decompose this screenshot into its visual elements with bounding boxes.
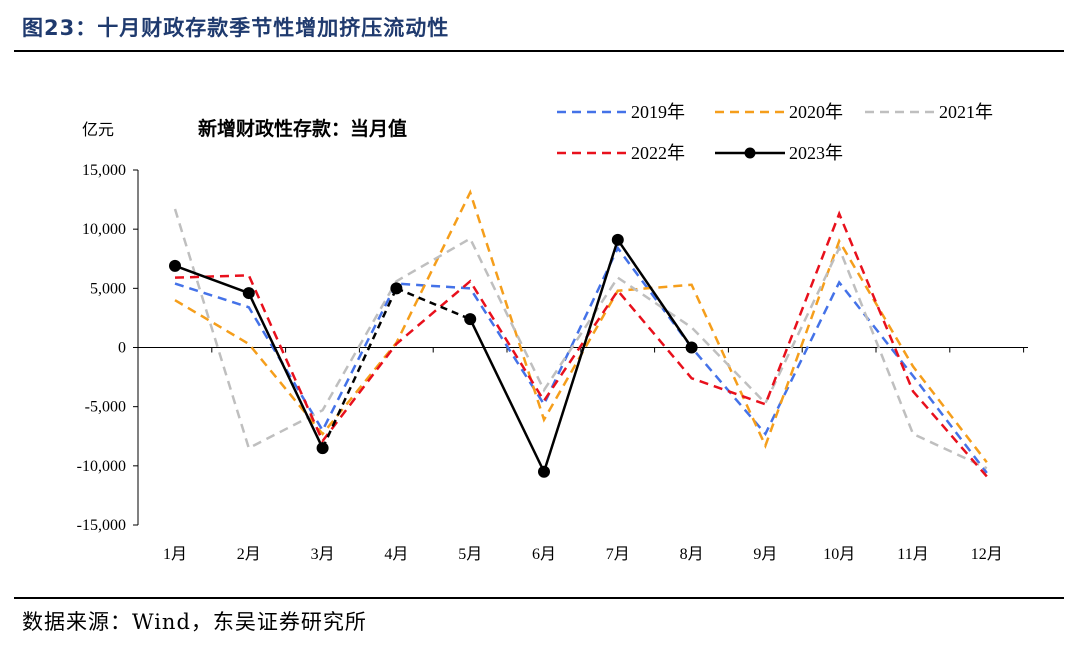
plot-area: 15,000 10,000 5,000 0 -5,000 -10,000 -15,000 1月… [77,162,1028,563]
source-note: 数据来源：Wind，东吴证券研究所 [22,610,367,634]
x-tick-label: 6月 [532,546,556,563]
x-tick-label: 3月 [311,546,335,563]
y-tick-label: -10,000 [77,458,126,475]
legend-label: 2022年 [631,143,685,163]
x-tick-label: 7月 [606,546,630,563]
top-rule [14,50,1064,52]
bottom-rule [14,597,1064,599]
series-marker-2023 [611,233,624,246]
series-line-0 [174,245,988,474]
series-marker-2023 [242,287,255,300]
x-tick-label: 11月 [897,546,928,563]
y-tick-label: 15,000 [82,162,126,179]
x-tick-label: 10月 [823,546,855,563]
y-tick-label: 5,000 [90,280,126,297]
figure-header: 图23：十月财政存款季节性增加挤压流动性 [0,0,1076,52]
legend: 2019年 2020年 2021年 2022年 2023年 [557,102,993,163]
series-segment-2023 [174,264,250,295]
series-segment-2023 [247,292,324,449]
series-line-2 [173,208,988,470]
series-segment-2023 [321,287,398,449]
series-marker-2023 [685,341,698,354]
y-tick-label: -5,000 [85,399,126,416]
line-chart: 15,000 10,000 5,000 0 -5,000 -10,000 -15,000 1月… [77,102,1028,563]
x-tick-label: 5月 [458,546,482,563]
y-tick-label: 10,000 [82,221,126,238]
y-tick-label: 0 [118,340,126,357]
legend-label: 2023年 [789,143,843,163]
series-segment-2023 [395,287,471,321]
legend-label: 2019年 [631,102,685,122]
series-line-3 [174,210,988,478]
series-marker-2023 [169,259,181,272]
chart-title: 新增财政性存款：当月值 [198,117,407,140]
y-tick-label: -15,000 [77,517,126,534]
x-tick-label: 8月 [680,546,704,563]
x-tick-label: 12月 [971,546,1003,563]
series-layer [169,189,988,478]
series-marker-2023 [316,442,329,455]
legend-label: 2020年 [789,102,843,122]
series-marker-2023 [538,465,550,478]
series-segment-2023 [616,239,693,349]
series-marker-2023 [464,313,477,326]
series-marker-2023 [390,282,403,295]
figure-title: 图23：十月财政存款季节性增加挤压流动性 [22,16,450,40]
legend-marker [744,147,756,159]
y-axis-unit: 亿元 [82,120,114,139]
series-segment-2023 [542,239,619,473]
x-tick-label: 4月 [384,546,408,563]
x-tick-label: 9月 [753,546,777,563]
x-tick-label: 2月 [237,546,261,563]
series-segment-2023 [469,318,546,473]
x-tick-label: 1月 [163,546,187,563]
legend-label: 2021年 [939,102,993,122]
